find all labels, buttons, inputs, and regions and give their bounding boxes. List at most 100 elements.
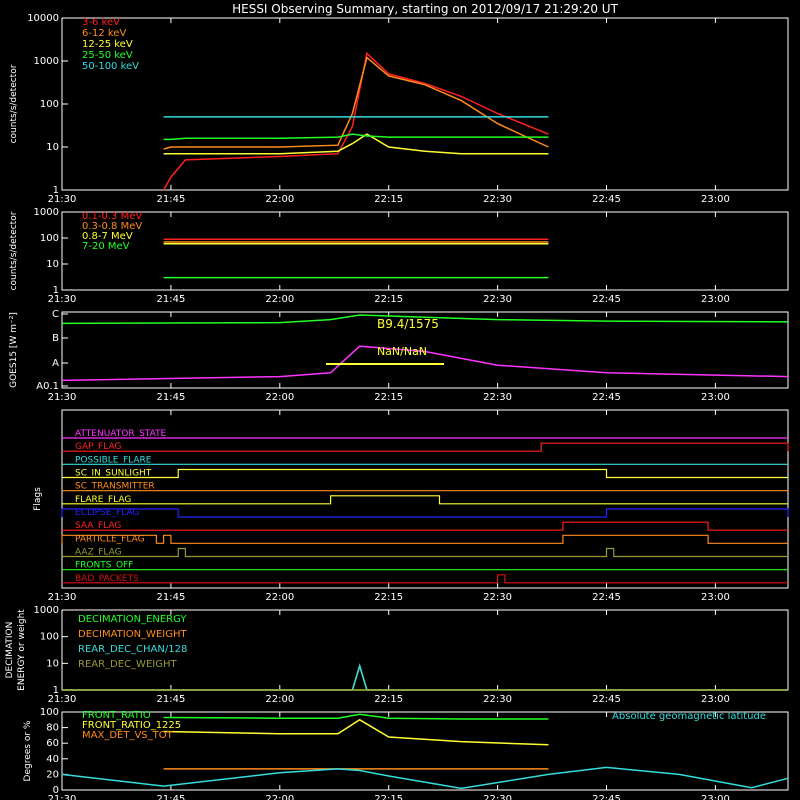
flag-label: FRONTS_OFF <box>75 561 133 571</box>
hxr-x-tick-label: 22:00 <box>265 194 294 205</box>
flags-x-tick-label: 22:00 <box>265 592 294 603</box>
hxr-x-tick-label: 22:15 <box>374 194 403 205</box>
flag-trace <box>62 468 788 479</box>
gamma-legend-entry: 7-20 MeV <box>82 241 130 252</box>
gamma-y-tick-label: 100 <box>40 233 59 244</box>
flag-trace <box>62 547 788 558</box>
decimation-y-tick-label: 1 <box>53 685 59 696</box>
decimation-y-tick-label: 1000 <box>34 605 59 616</box>
hxr-legend-entry: 3-6 keV <box>82 17 120 28</box>
decimation-y-axis-label: DECIMATION <box>5 622 15 679</box>
ratios-x-tick-label: 21:30 <box>48 794 77 800</box>
goes-series-line <box>61 314 789 325</box>
ratios-legend-entry: FRONT_RATIO_1225 <box>82 720 181 731</box>
hxr-y-tick-label: 1000 <box>34 56 59 67</box>
gamma-legend-entry: 0.1-0.3 MeV <box>82 211 142 222</box>
gamma-x-tick-label: 22:45 <box>592 294 621 305</box>
hxr-legend-entry: 12-25 keV <box>82 39 133 50</box>
decimation-x-tick-label: 22:30 <box>483 694 512 705</box>
goes-x-tick-label: 22:45 <box>592 392 621 403</box>
hxr-x-tick-label: 23:00 <box>701 194 730 205</box>
hxr-y-tick-label: 100 <box>40 99 59 110</box>
hxr-x-tick-label: 22:30 <box>483 194 512 205</box>
hxr-y-axis-label: counts/s/detector <box>9 64 19 143</box>
flag-label: PARTICLE_FLAG <box>75 534 145 544</box>
hxr-legend-entry: 25-50 keV <box>82 50 133 61</box>
goes-nan-annotation: NaN/NaN <box>377 345 427 358</box>
hxr-series-line <box>163 133 549 141</box>
goes-series-line <box>61 345 789 382</box>
flag-label: SC_IN_SUNLIGHT <box>75 469 152 479</box>
decimation-x-tick-label: 21:45 <box>156 694 185 705</box>
ratios-series-line <box>163 713 549 720</box>
ratios-y-tick-label: 100 <box>40 707 59 718</box>
ratios-y-tick-label: 80 <box>46 723 59 734</box>
ratios-x-tick-label: 21:45 <box>156 794 185 800</box>
ratios-x-tick-label: 22:30 <box>483 794 512 800</box>
flags-x-tick-label: 21:30 <box>48 592 77 603</box>
gamma-x-tick-label: 23:00 <box>701 294 730 305</box>
goes-frame <box>61 311 789 389</box>
hxr-series-line <box>163 56 549 150</box>
decimation-x-tick-label: 22:15 <box>374 694 403 705</box>
decimation-x-tick-label: 22:45 <box>592 694 621 705</box>
goes-x-tick-label: 21:30 <box>48 392 77 403</box>
flag-label: SAA_FLAG <box>75 521 121 531</box>
flags-x-tick-label: 22:30 <box>483 592 512 603</box>
gamma-legend-entry: 0.8-7 MeV <box>82 231 133 242</box>
hxr-series-line <box>162 51 549 191</box>
ratios-x-tick-label: 23:00 <box>701 794 730 800</box>
flag-trace <box>61 534 788 544</box>
flag-label: GAP_FLAG <box>75 442 121 452</box>
decimation-x-tick-label: 22:00 <box>265 694 294 705</box>
ratios-series-line <box>163 718 549 746</box>
hxr-legend-entry: 6-12 keV <box>82 28 126 39</box>
goes-y-axis-label: GOES15 [W m⁻²] <box>9 312 19 388</box>
flags-x-tick-label: 22:45 <box>592 592 621 603</box>
goes-x-tick-label: 22:15 <box>374 392 403 403</box>
decimation-y-tick-label: 100 <box>40 632 59 643</box>
ratios-y-tick-label: 0 <box>53 785 59 796</box>
gamma-x-tick-label: 21:30 <box>48 294 77 305</box>
gamma-legend-entry: 0.3-0.8 MeV <box>82 221 142 232</box>
flags-x-tick-label: 23:00 <box>701 592 730 603</box>
hxr-y-tick-label: 10000 <box>27 13 59 24</box>
hxr-x-tick-label: 21:45 <box>156 194 185 205</box>
flag-label: ATTENUATOR_STATE <box>75 429 167 439</box>
flags-x-tick-label: 22:15 <box>374 592 403 603</box>
ratios-y-tick-label: 60 <box>46 738 59 749</box>
flags-x-tick-label: 21:45 <box>156 592 185 603</box>
gamma-frame <box>61 211 789 291</box>
hxr-x-tick-label: 21:30 <box>48 194 77 205</box>
flags-y-axis-label: Flags <box>33 487 43 511</box>
decimation-x-tick-label: 21:30 <box>48 694 77 705</box>
decimation-legend-entry: DECIMATION_ENERGY <box>78 614 187 625</box>
ratios-x-tick-label: 22:00 <box>265 794 294 800</box>
decimation-legend-entry: REAR_DEC_CHAN/128 <box>78 644 187 655</box>
ratios-frame <box>61 711 789 791</box>
hxr-x-tick-label: 22:45 <box>592 194 621 205</box>
decimation-legend-entry: DECIMATION_WEIGHT <box>78 629 187 640</box>
flags-frame <box>61 409 789 589</box>
goes-y-tick-label: A <box>52 358 59 369</box>
gamma-x-tick-label: 22:30 <box>483 294 512 305</box>
flag-label: ECLIPSE_FLAG <box>75 508 139 518</box>
gamma-y-tick-label: 1000 <box>34 207 59 218</box>
flag-label: POSSIBLE_FLARE <box>75 455 152 465</box>
flag-trace <box>62 521 788 531</box>
ratios-y-tick-label: 40 <box>46 754 59 765</box>
hxr-legend-entry: 50-100 keV <box>82 61 139 72</box>
gamma-x-tick-label: 22:00 <box>265 294 294 305</box>
flag-trace <box>62 442 789 452</box>
gamma-y-tick-label: 10 <box>46 259 59 270</box>
flag-label: FLARE_FLAG <box>75 495 131 505</box>
ratios-y-tick-label: 20 <box>46 769 59 780</box>
goes-flare-class-annotation: B9.4/1575 <box>377 317 439 331</box>
ratios-series-line <box>61 766 789 790</box>
chart-title: HESSI Observing Summary, starting on 201… <box>232 2 618 16</box>
flag-trace <box>62 495 788 505</box>
ratios-x-tick-label: 22:15 <box>374 794 403 800</box>
panel-stack: 21:30 21:45 22:00 22:15 22:30 22:45 23:00 1 10 10… <box>5 13 789 800</box>
goes-x-tick-label: 23:00 <box>701 392 730 403</box>
